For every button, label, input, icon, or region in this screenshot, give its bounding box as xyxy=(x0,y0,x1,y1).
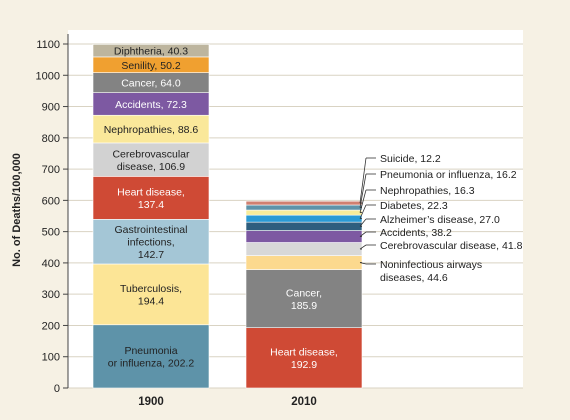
bar-segment xyxy=(245,221,363,231)
bars: Pneumonia or influenza, 202.2 Tuberculosis… xyxy=(92,44,363,389)
y-axis-title: No. of Deaths/100,000 xyxy=(11,153,23,267)
callout-leader xyxy=(359,262,367,265)
y-tick-label: 200 xyxy=(42,320,60,332)
segment-label: Accidents, 72.3 xyxy=(115,99,187,111)
y-tick-label: 400 xyxy=(42,258,60,270)
segment-label: Tuberculosis, 194.4 xyxy=(120,283,182,308)
callout-label: Alzheimer’s disease, 27.0 xyxy=(380,214,500,226)
segment-label: Cancer, 185.9 xyxy=(286,287,322,312)
y-tick-label: 300 xyxy=(42,289,60,301)
callout-leader xyxy=(359,157,367,204)
y-tick-label: 100 xyxy=(42,352,60,364)
bar-segment xyxy=(245,204,363,211)
bar-segment xyxy=(245,209,363,216)
segment-label: Heart disease, 137.4 xyxy=(117,187,185,212)
segment-label: Nephropathies, 88.6 xyxy=(104,124,199,136)
bar-segment xyxy=(92,114,210,144)
segment-label: Cerebrovascular disease, 106.9 xyxy=(112,148,190,173)
x-category-label: 2010 xyxy=(291,396,317,408)
y-tick-label: 500 xyxy=(42,227,60,239)
x-category-label: 1900 xyxy=(138,396,164,408)
callout-label: Noninfectious airways diseases, 44.6 xyxy=(380,259,482,284)
bar-segment xyxy=(92,219,210,265)
callout-label: Accidents, 38.2 xyxy=(380,227,452,239)
bar-segment xyxy=(92,142,210,177)
bar-segment xyxy=(245,255,363,270)
bar-segment xyxy=(245,214,363,223)
bar-segment xyxy=(92,324,210,389)
callout-leader xyxy=(359,204,367,219)
callout-label: Pneumonia or influenza, 16.2 xyxy=(380,169,517,181)
y-tick-label: 900 xyxy=(42,102,60,114)
segment-label: Gastrointestinal infections, 142.7 xyxy=(115,224,188,261)
y-tick-label: 0 xyxy=(54,383,60,395)
callout-label: Suicide, 12.2 xyxy=(380,153,441,165)
bar-segment xyxy=(92,176,210,220)
callouts: Noninfectious airways diseases, 44.6 Cereb… xyxy=(359,153,523,284)
bar-segment xyxy=(245,200,363,206)
y-tick-label: 800 xyxy=(42,133,60,145)
callout-label: Diabetes, 22.3 xyxy=(380,200,448,212)
y-axis-ticks: 0 100 200 300 400 500 600 700 800 900 1000 1100 xyxy=(36,39,68,395)
segment-label: Diphtheria, 40.3 xyxy=(114,46,188,58)
bar-segment xyxy=(92,263,210,326)
segment-label: Pneumonia or influenza, 202.2 xyxy=(108,345,195,370)
callout-leader xyxy=(359,231,367,237)
segment-label: Senility, 50.2 xyxy=(121,60,180,72)
bar-segment xyxy=(245,230,363,243)
segment-label: Heart disease, 192.9 xyxy=(270,347,338,372)
callout-label: Nephropathies, 16.3 xyxy=(380,185,475,197)
bar-segment xyxy=(245,242,363,256)
bar-segment xyxy=(92,44,210,58)
callout-label: Cerebrovascular disease, 41.8 xyxy=(380,240,523,252)
bar-segment xyxy=(245,327,363,389)
callout-leader xyxy=(359,244,367,250)
y-tick-label: 1100 xyxy=(36,39,60,51)
callout-leader xyxy=(359,218,367,227)
y-tick-label: 1000 xyxy=(36,70,60,82)
callout-leader xyxy=(359,189,367,213)
y-tick-label: 600 xyxy=(42,195,60,207)
y-tick-label: 700 xyxy=(42,164,60,176)
callout-leader xyxy=(359,173,367,208)
x-axis-categories: 1900 2010 xyxy=(138,396,317,408)
segment-label: Cancer, 64.0 xyxy=(121,78,181,90)
